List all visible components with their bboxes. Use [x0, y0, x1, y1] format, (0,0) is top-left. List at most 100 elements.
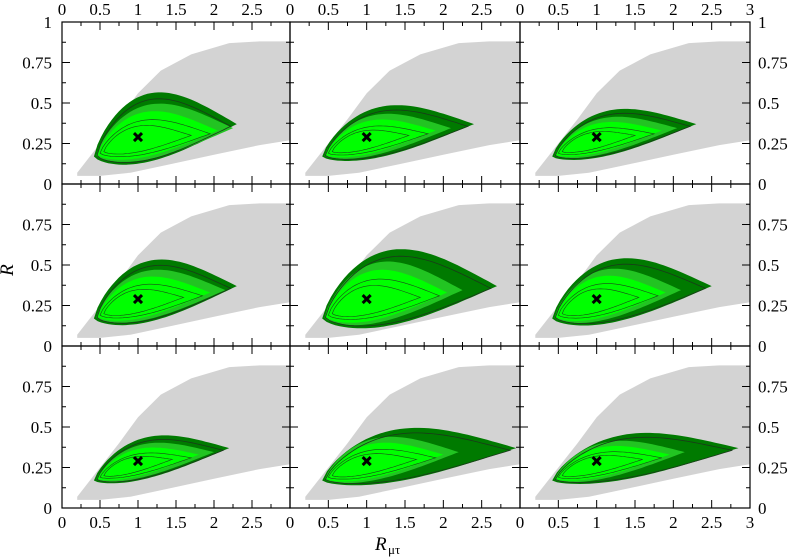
y-axis-title: R [0, 264, 18, 277]
best-fit-marker [132, 455, 144, 467]
y-tick-label-right: 1 [758, 13, 767, 32]
best-fit-marker [591, 455, 602, 467]
y-tick-label-right: 0.5 [758, 256, 779, 275]
contour-line [96, 98, 232, 163]
y-tick-label-right: 0.25 [758, 459, 788, 478]
contour-line [327, 449, 437, 480]
region-light-green [326, 119, 436, 158]
contour-line [557, 451, 662, 479]
region-light-green [326, 269, 448, 323]
x-tick-label-top: 1.5 [394, 0, 415, 19]
contour-line [103, 125, 193, 155]
x-tick-label-bottom: 2 [669, 513, 678, 532]
x-tick-label-bottom: 3 [746, 513, 755, 532]
x-tick-label-top: 1.5 [624, 0, 645, 19]
x-tick-label-top: 0 [58, 0, 67, 19]
y-tick-label-right: 0.25 [758, 297, 788, 316]
y-tick-label-right: 0 [758, 499, 767, 518]
contour-line [99, 452, 193, 479]
region-light-green [326, 442, 444, 482]
x-tick-label-bottom: 0.5 [548, 513, 569, 532]
y-tick-label-left: 0.5 [31, 256, 52, 275]
contour-line [331, 453, 418, 478]
x-tick-label-bottom: 0 [58, 513, 67, 532]
y-tick-label-left: 0 [44, 337, 53, 356]
y-tick-label-left: 1 [44, 13, 53, 32]
y-tick-label-left: 0.5 [31, 418, 52, 437]
x-tick-label-top: 2 [669, 0, 678, 19]
x-tick-label-bottom: 2.5 [701, 513, 722, 532]
panel-2-3 [519, 183, 751, 347]
panel-1-3 [519, 21, 751, 185]
x-tick-label-top: 0.5 [548, 0, 569, 19]
y-tick-label-right: 0.75 [758, 378, 788, 397]
y-tick-label-left: 0 [44, 499, 53, 518]
y-tick-label-left: 0.5 [31, 94, 52, 113]
contour-line [554, 436, 733, 483]
contour-line [324, 109, 470, 160]
y-tick-label-right: 0.5 [758, 418, 779, 437]
x-tick-label-bottom: 2.5 [471, 513, 492, 532]
y-tick-label-left: 0.75 [22, 216, 52, 235]
contour-line [554, 263, 707, 324]
x-tick-label-bottom: 1 [592, 513, 601, 532]
best-fit-marker [361, 293, 372, 305]
x-tick-label-bottom: 0.5 [318, 513, 339, 532]
region-light-green [556, 275, 666, 321]
best-fit-marker [361, 131, 372, 143]
x-tick-label-bottom: 1.5 [624, 513, 645, 532]
x-tick-label-top: 2 [439, 0, 448, 19]
best-fit-marker [132, 293, 144, 305]
panel-1-2 [289, 21, 521, 185]
y-tick-label-left: 0.25 [22, 135, 52, 154]
panel-3-3 [519, 345, 751, 509]
x-tick-label-top: 0 [286, 0, 295, 19]
y-tick-label-left: 0 [44, 175, 53, 194]
contour-line [324, 255, 492, 327]
contour-line [99, 283, 204, 319]
y-tick-label-right: 0 [758, 175, 767, 194]
x-tick-label-bottom: 1 [134, 513, 143, 532]
panel-3-1 [61, 345, 291, 509]
contour-line [103, 289, 185, 316]
best-fit-marker [591, 293, 602, 305]
y-tick-label-right: 0.75 [758, 216, 788, 235]
y-tick-label-right: 0 [758, 337, 767, 356]
contour-line [96, 439, 225, 483]
x-tick-label-top: 2.5 [471, 0, 492, 19]
y-tick-label-left: 0.25 [22, 297, 52, 316]
x-axis-title: R [374, 534, 387, 555]
best-fit-marker [132, 131, 144, 143]
best-fit-marker [361, 455, 372, 467]
y-tick-label-right: 0.5 [758, 94, 779, 113]
contour-line [561, 455, 643, 477]
best-fit-marker [591, 131, 602, 143]
y-tick-label-left: 0.75 [22, 378, 52, 397]
x-tick-label-top: 0.5 [89, 0, 110, 19]
x-tick-label-top: 2.5 [241, 0, 262, 19]
region-light-green [97, 447, 199, 481]
panel-3-2 [289, 345, 521, 509]
contour-line [99, 119, 212, 157]
contour-line [561, 131, 637, 153]
y-tick-label-right: 0.25 [758, 135, 788, 154]
region-light-green [556, 445, 670, 481]
x-tick-label-top: 1 [362, 0, 371, 19]
contour-line [96, 264, 232, 324]
y-tick-label-right: 0.75 [758, 54, 788, 73]
x-tick-label-bottom: 2 [210, 513, 219, 532]
x-tick-label-top: 2.5 [701, 0, 722, 19]
x-tick-label-top: 1 [134, 0, 143, 19]
contour-line [103, 456, 174, 477]
x-tick-label-bottom: 1 [362, 513, 371, 532]
tick-labels: 000.50.5111.51.5222.52.5000.50.5111.51.5… [22, 0, 788, 532]
x-axis-title-subscript: μτ [388, 542, 400, 557]
panel-2-2 [289, 183, 521, 347]
x-tick-label-bottom: 2.5 [241, 513, 262, 532]
x-tick-label-bottom: 1.5 [165, 513, 186, 532]
contour-line [327, 278, 441, 320]
x-tick-label-bottom: 1.5 [394, 513, 415, 532]
panel-1-1 [61, 21, 291, 185]
x-tick-label-bottom: 0 [286, 513, 295, 532]
